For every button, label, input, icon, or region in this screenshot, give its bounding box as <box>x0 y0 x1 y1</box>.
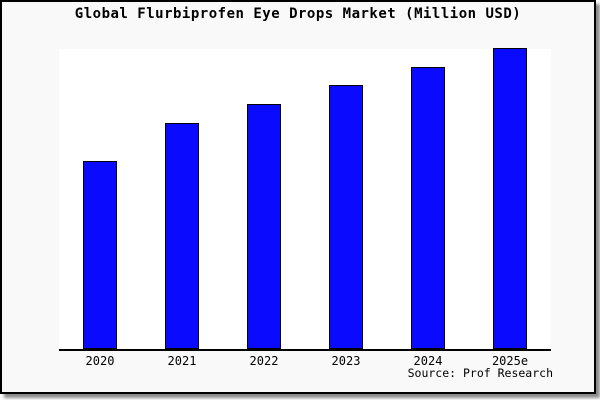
chart-title: Global Flurbiprofen Eye Drops Market (Mi… <box>74 6 522 22</box>
source-note: Source: Prof Research <box>407 366 553 380</box>
x-axis-line <box>59 349 551 351</box>
x-tick-label: 2020 <box>85 354 115 368</box>
x-tick-label: 2025e <box>491 354 529 368</box>
x-tick-label: 2021 <box>167 354 197 368</box>
plot-area <box>59 48 551 351</box>
bar-2020 <box>83 161 117 349</box>
bar-2022 <box>247 104 281 349</box>
bar-2025e <box>493 48 527 349</box>
bar-2024 <box>411 67 445 349</box>
x-tick-label: 2022 <box>249 354 279 368</box>
x-tick-label: 2023 <box>331 354 361 368</box>
bar-2021 <box>165 123 199 349</box>
bar-2023 <box>329 85 363 349</box>
x-tick-label: 2024 <box>413 354 443 368</box>
